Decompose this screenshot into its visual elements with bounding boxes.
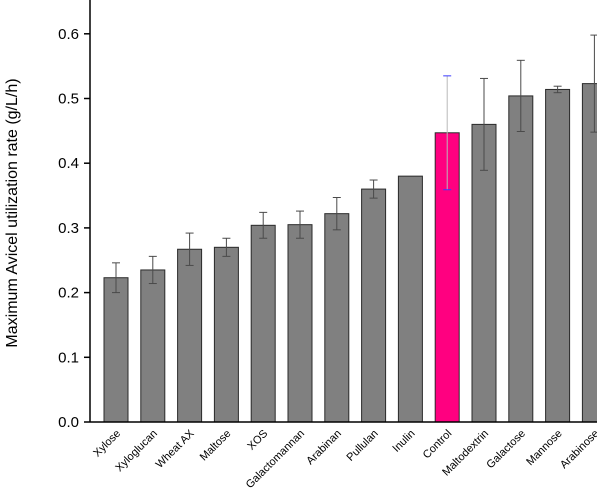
error-bars-group	[112, 34, 597, 294]
x-category-label: Control	[421, 428, 455, 462]
bar	[103, 277, 129, 423]
bar	[324, 213, 350, 423]
bar	[581, 83, 597, 423]
x-category-label: Inulin	[390, 428, 417, 455]
x-category-label: Pullulan	[345, 428, 381, 464]
bar	[177, 248, 203, 423]
x-category-label: Xylose	[91, 428, 123, 460]
bar	[140, 269, 166, 423]
bar	[397, 175, 423, 423]
x-category-label: Maltose	[198, 428, 234, 464]
y-tick-label: 0.0	[58, 414, 79, 431]
y-tick-label: 0.2	[58, 285, 79, 302]
bar	[250, 224, 276, 423]
bar	[213, 246, 239, 423]
bar	[471, 123, 497, 423]
x-category-label: Arabinan	[304, 428, 344, 468]
x-category-label: XOS	[245, 428, 270, 453]
bar	[287, 224, 313, 423]
bar	[361, 188, 387, 423]
y-axis-ticks: 0.0 0.1 0.2 0.3 0.4 0.5 0.6	[58, 26, 90, 431]
y-tick-label: 0.1	[58, 349, 79, 366]
y-tick-label: 0.6	[58, 26, 79, 43]
x-category-label: Arabinose	[558, 428, 597, 472]
bar	[545, 88, 571, 423]
y-tick-label: 0.3	[58, 220, 79, 237]
y-tick-label: 0.5	[58, 91, 79, 108]
bar	[508, 95, 534, 423]
x-category-label: Wheat AX	[154, 427, 198, 471]
y-axis-label: Maximum Avicel utilization rate (g/L/h)	[4, 78, 21, 347]
y-tick-label: 0.4	[58, 155, 79, 172]
x-category-label: Galactose	[484, 428, 528, 472]
bars-group	[103, 83, 597, 423]
